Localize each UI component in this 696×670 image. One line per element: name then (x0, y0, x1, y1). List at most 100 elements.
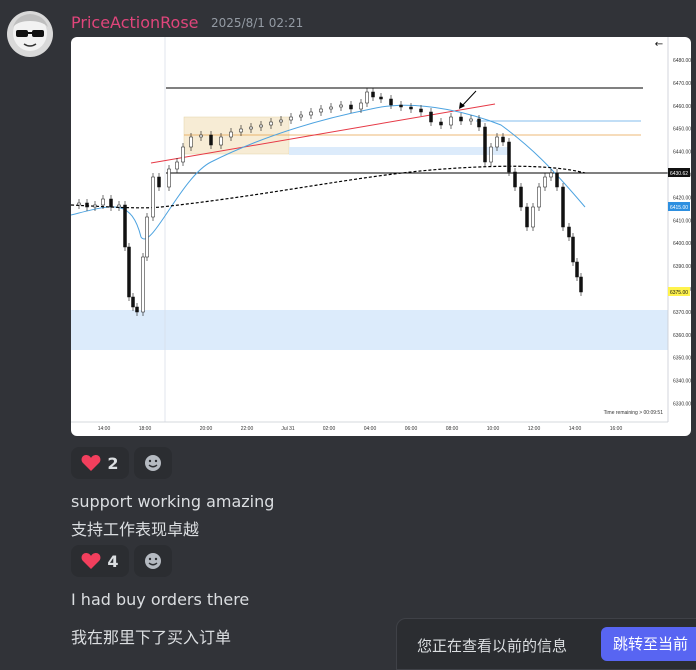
x-tick-label: 10:00 (487, 426, 500, 432)
price-chart: 6480.00 6470.00 6460.00 6450.00 6440.00 6430.… (71, 37, 691, 432)
y-tick-label: 6350.00 (673, 356, 691, 362)
username[interactable]: PriceActionRose (71, 13, 199, 32)
x-tick-label: 20:00 (200, 426, 213, 432)
candle-body (151, 176, 155, 218)
jump-to-present-button[interactable]: 跳转至当前 (601, 627, 696, 661)
avatar[interactable] (7, 11, 53, 57)
candle-body (555, 172, 559, 188)
y-tick-label: 6360.00 (673, 333, 691, 339)
candle-body (483, 126, 487, 163)
y-tick-label: 6480.00 (673, 58, 691, 64)
candle-body (579, 276, 583, 293)
price-tag-ma: 6415.00 (670, 205, 688, 211)
candle-body (229, 131, 233, 138)
candle-body (549, 172, 553, 178)
candle-body (123, 204, 127, 248)
candle-body (543, 176, 547, 188)
candle-body (289, 116, 293, 121)
chart-image[interactable]: 6480.00 6470.00 6460.00 6450.00 6440.00 6430.… (71, 37, 691, 436)
candle-body (379, 96, 383, 100)
candle-body (175, 161, 179, 170)
y-tick-label: 6340.00 (673, 379, 691, 385)
candle-body (459, 116, 463, 122)
y-tick-label: 6410.00 (673, 218, 691, 224)
x-tick-label: 08:00 (446, 426, 459, 432)
price-axis: 6480.00 6470.00 6460.00 6450.00 6440.00 6430.… (673, 58, 691, 408)
candle-body (399, 104, 403, 108)
candle-body (571, 236, 575, 263)
y-tick-label: 6470.00 (673, 81, 691, 87)
x-tick-label: 12:00 (528, 426, 541, 432)
message-text: I had buy orders there (71, 590, 250, 609)
smiley-icon (145, 455, 161, 471)
price-tag-current: 6430.62 (670, 171, 688, 177)
candle-body (501, 136, 505, 143)
reaction-count: 4 (107, 551, 119, 571)
x-tick-label: Jul 31 (281, 426, 295, 432)
candle-body (109, 198, 113, 208)
candle-body (145, 216, 149, 258)
message-text: support working amazing (71, 492, 275, 511)
candle-body (189, 136, 193, 148)
candle-body (329, 106, 333, 110)
candle-body (199, 134, 203, 138)
candle-body (219, 136, 223, 146)
candle-body (525, 206, 529, 228)
candle-body (489, 146, 493, 163)
candle-body (469, 118, 473, 122)
candle-body (209, 134, 213, 146)
candle-body (309, 111, 313, 116)
y-tick-label: 6460.00 (673, 104, 691, 110)
candle-body (269, 121, 273, 126)
y-tick-label: 6420.00 (673, 195, 691, 201)
candle-body (141, 256, 145, 313)
candle-body (85, 202, 89, 208)
x-tick-label: 04:00 (364, 426, 377, 432)
timestamp: 2025/8/1 02:21 (211, 16, 304, 30)
candle-body (409, 106, 413, 110)
add-reaction-button[interactable] (134, 447, 172, 479)
candle-body (259, 124, 263, 128)
history-banner: 您正在查看以前的信息 跳转至当前 (396, 618, 696, 670)
minor-zone (289, 147, 509, 155)
y-tick-label: 6390.00 (673, 264, 691, 270)
candle-body (519, 186, 523, 208)
candle-body (371, 91, 375, 98)
x-tick-label: 06:00 (405, 426, 418, 432)
candle-body (319, 108, 323, 113)
y-tick-label: 6450.00 (673, 127, 691, 133)
candle-body (135, 306, 139, 313)
reaction-count: 2 (107, 453, 119, 473)
demand-zone (71, 310, 668, 350)
x-tick-label: 02:00 (323, 426, 336, 432)
candle-body (117, 204, 121, 208)
candle-body (181, 146, 185, 163)
time-remaining: Time remaining > 00:09:51 (604, 410, 664, 416)
candle-body (507, 141, 511, 173)
candle-body (249, 126, 253, 130)
candle-body (531, 206, 535, 228)
add-reaction-button[interactable] (134, 545, 172, 577)
x-tick-label: 16:00 (610, 426, 623, 432)
time-axis: 14:00 18:00 20:00 22:00 Jul 31 02:00 04:00 06:0… (98, 426, 623, 432)
banner-text: 您正在查看以前的信息 (417, 637, 568, 655)
candle-body (365, 91, 369, 104)
back-arrow-icon: ← (655, 39, 663, 50)
message-text: 支持工作表现卓越 (71, 520, 200, 539)
candle-body (339, 104, 343, 108)
x-tick-label: 22:00 (241, 426, 254, 432)
candle-body (101, 198, 105, 206)
candle-body (575, 261, 579, 278)
candle-body (93, 204, 97, 208)
candle-body (167, 168, 171, 188)
heart-reaction[interactable]: 2 (71, 447, 129, 479)
candle-body (513, 171, 517, 188)
candle-body (567, 226, 571, 238)
x-tick-label: 14:00 (569, 426, 582, 432)
candle-body (561, 186, 565, 228)
candle-body (449, 116, 453, 126)
candle-body (239, 128, 243, 133)
price-tag-low: 6375.00 (670, 290, 688, 296)
heart-reaction[interactable]: 4 (71, 545, 129, 577)
candle-body (349, 104, 353, 110)
